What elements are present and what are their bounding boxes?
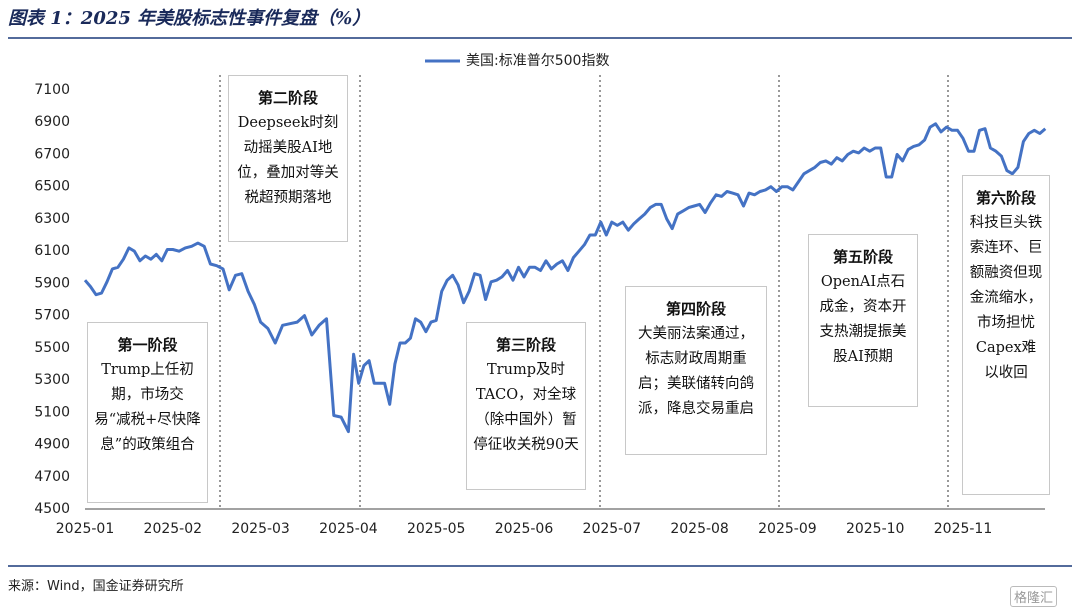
y-tick-label: 6900 (34, 114, 70, 130)
chart-title: 图表 1：2025 年美股标志性事件复盘（%） (8, 8, 371, 29)
watermark: 格隆汇 (1010, 586, 1058, 607)
y-tick-label: 4700 (34, 469, 70, 485)
x-tick-label: 2025-11 (934, 521, 993, 537)
y-tick-label: 4900 (34, 437, 70, 453)
x-tick-label: 2025-07 (583, 521, 642, 537)
x-tick-label: 2025-10 (846, 521, 905, 537)
phase-annotation: 第三阶段 Trump及时TACO，对全球（除中国外）暂停征收关税90天 (466, 322, 586, 490)
phase-title: 第三阶段 (495, 336, 556, 354)
phase-annotation: 第六阶段科技巨头铁索连环、巨额融资但现金流缩水，市场担忧Capex难以收回 (962, 175, 1050, 495)
source: 来源：Wind，国金证券研究所 (8, 579, 184, 594)
x-tick-label: 2025-06 (495, 521, 554, 537)
y-tick-label: 6100 (34, 243, 70, 259)
phase-annotation: 第一阶段 Trump上任初期，市场交易“减税+尽快降息”的政策组合 (87, 322, 208, 503)
phase-title: 第一阶段 (117, 336, 178, 354)
x-tick-label: 2025-04 (319, 521, 378, 537)
phase-text: Trump及时TACO，对全球（除中国外）暂停征收关税90天 (473, 362, 579, 453)
phase-annotation: 第四阶段大美丽法案通过，标志财政周期重启；美联储转向鸽派，降息交易重启 (625, 286, 767, 455)
y-tick-label: 6700 (34, 146, 70, 162)
phase-text: OpenAI点石成金，资本开支热潮提振美股AI预期 (819, 274, 907, 365)
x-tick-label: 2025-08 (670, 521, 729, 537)
phase-title: 第五阶段 (832, 248, 893, 266)
y-tick-label: 6300 (34, 211, 70, 227)
y-tick-label: 7100 (34, 82, 70, 98)
x-tick-label: 2025-03 (231, 521, 290, 537)
y-tick-label: 5700 (34, 308, 70, 324)
series-line (83, 122, 1047, 434)
y-tick-label: 6500 (34, 179, 70, 195)
y-tick-label: 5100 (34, 404, 70, 420)
phase-annotation: 第二阶段 Deepseek时刻动摇美股AI地位，叠加对等关税超预期落地 (228, 75, 348, 242)
x-tick-label: 2025-05 (407, 521, 466, 537)
legend-label: 美国:标准普尔500指数 (466, 53, 609, 69)
phase-title: 第四阶段 (665, 300, 726, 318)
x-tick-label: 2025-02 (144, 521, 203, 537)
y-tick-label: 4500 (34, 501, 70, 517)
phase-text: Trump上任初期，市场交易“减税+尽快降息”的政策组合 (94, 362, 201, 453)
phase-text: Deepseek时刻动摇美股AI地位，叠加对等关税超预期落地 (237, 115, 339, 206)
x-tick-label: 2025-01 (56, 521, 115, 537)
y-tick-label: 5500 (34, 340, 70, 356)
y-tick-label: 5300 (34, 372, 70, 388)
x-tick-label: 2025-09 (758, 521, 817, 537)
phase-dividers (219, 75, 949, 509)
phase-text: 科技巨头铁索连环、巨额融资但现金流缩水，市场担忧Capex难以收回 (969, 215, 1043, 381)
y-tick-label: 5900 (34, 275, 70, 291)
phase-annotation: 第五阶段 OpenAI点石成金，资本开支热潮提振美股AI预期 (808, 234, 918, 407)
phase-text: 大美丽法案通过，标志财政周期重启；美联储转向鸽派，降息交易重启 (638, 326, 754, 417)
phase-title: 第二阶段 (257, 89, 318, 107)
phase-title: 第六阶段 (975, 189, 1036, 207)
